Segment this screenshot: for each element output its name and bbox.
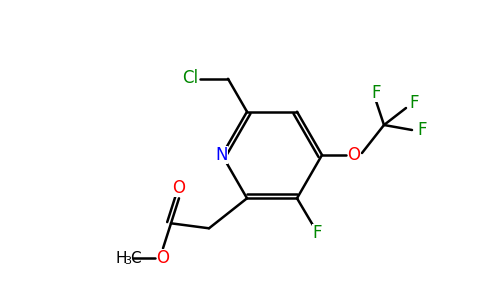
Text: O: O [156, 249, 169, 267]
Text: F: F [417, 121, 427, 139]
Text: F: F [312, 224, 322, 242]
Text: 3: 3 [124, 256, 132, 266]
Text: F: F [371, 84, 381, 102]
Text: Cl: Cl [182, 69, 198, 87]
Text: O: O [172, 179, 185, 197]
Text: C: C [130, 251, 140, 266]
Text: F: F [409, 94, 419, 112]
Text: H: H [115, 251, 127, 266]
Text: N: N [216, 146, 228, 164]
Text: O: O [348, 146, 361, 164]
